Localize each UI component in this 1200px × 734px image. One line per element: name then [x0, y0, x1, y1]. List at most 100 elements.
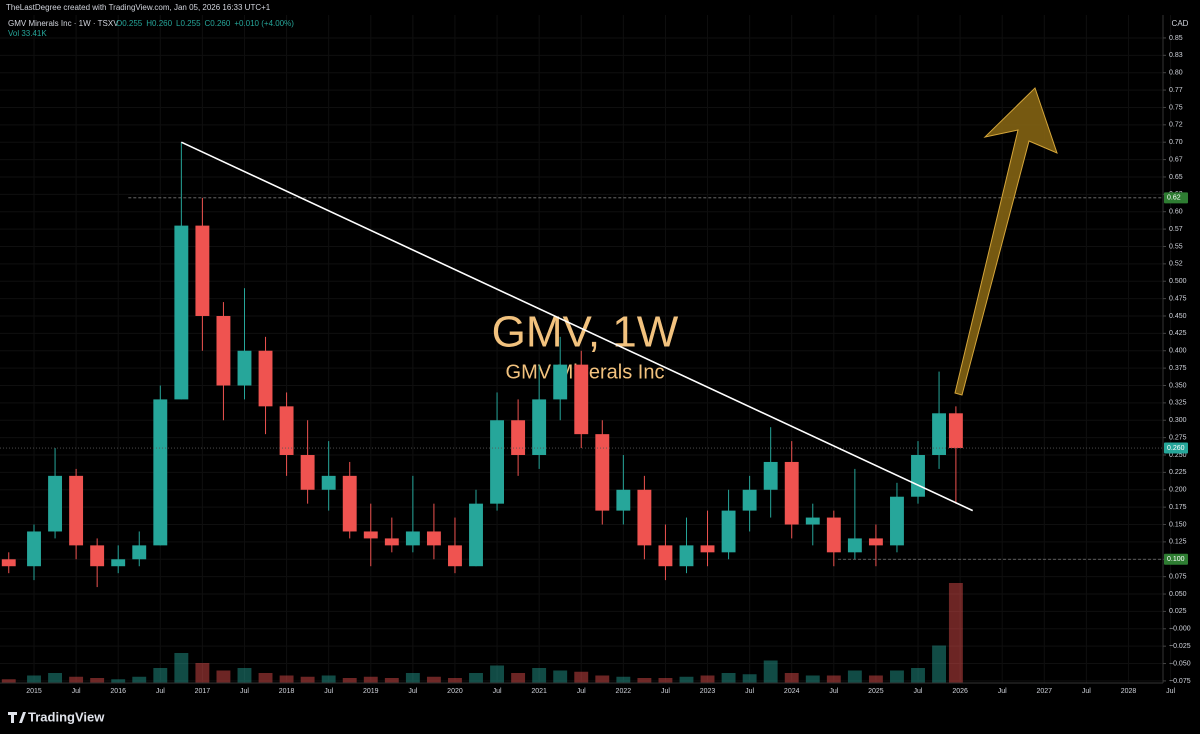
x-tick-label: 2025: [868, 688, 884, 695]
x-tick-label: Jul: [240, 688, 249, 695]
ohlc-value: C0.260: [205, 19, 231, 28]
arrow-annotation: [954, 87, 1058, 396]
volume-bar: [932, 645, 947, 683]
candle-body: [595, 434, 610, 511]
x-tick-label: Jul: [324, 688, 333, 695]
symbol: GMV Minerals Inc · 1W · TSXV: [8, 19, 119, 28]
y-tick-label: −0.075: [1169, 678, 1191, 685]
volume-bar: [948, 583, 963, 683]
volume-bar: [616, 676, 631, 683]
x-tick-label: Jul: [661, 688, 670, 695]
volume-bar: [111, 679, 126, 683]
candle-body: [511, 420, 526, 456]
volume-bar: [27, 675, 41, 683]
x-tick-label: Jul: [1082, 688, 1091, 695]
x-tick-label: Jul: [1166, 688, 1175, 695]
footer-logo: TradingView: [8, 709, 105, 724]
logo-mark: [8, 712, 26, 723]
watermark-title: GMV, 1W: [492, 308, 679, 357]
axes: 0.85 0.83 0.80 0.77 0.75 0.72 0.70 0.67 0.65 0.62…: [26, 35, 1190, 695]
x-tick-label: 2026: [952, 688, 968, 695]
volume-bar: [300, 676, 315, 683]
y-tick-label: 0.72: [1169, 122, 1183, 129]
y-tick-label: 0.375: [1169, 365, 1187, 372]
volume-bar: [742, 674, 757, 683]
y-tick-label: 0.450: [1169, 313, 1187, 320]
candle-body: [700, 545, 715, 553]
candle-body: [553, 364, 568, 400]
candle-body: [763, 461, 778, 490]
candle-body: [153, 399, 168, 546]
x-tick-label: Jul: [493, 688, 502, 695]
x-tick-label: 2021: [531, 688, 547, 695]
candle-body: [342, 475, 357, 532]
currency: CAD: [1172, 19, 1189, 28]
volume-bar: [595, 675, 610, 683]
volume-bar: [174, 653, 189, 683]
candle-body: [363, 531, 378, 539]
y-tick-label: 0.225: [1169, 469, 1187, 476]
y-tick-label: 0.67: [1169, 156, 1183, 163]
x-tick-label: 2023: [700, 688, 716, 695]
y-tick-label: 0.025: [1169, 608, 1187, 615]
volume-bar: [868, 675, 883, 683]
volume-bar: [826, 675, 841, 683]
y-tick-label: 0.80: [1169, 70, 1183, 77]
x-tick-label: 2028: [1121, 688, 1137, 695]
candle-body: [826, 517, 841, 553]
y-tick-label: 0.52: [1169, 261, 1183, 268]
y-tick-label: 0.65: [1169, 174, 1183, 181]
candle-body: [216, 315, 231, 386]
candle-body: [890, 496, 904, 546]
volume-bar: [805, 675, 820, 683]
candle-body: [679, 545, 694, 567]
y-tick-label: 0.050: [1169, 591, 1187, 598]
volume-bar: [763, 660, 778, 683]
x-tick-label: Jul: [914, 688, 923, 695]
x-tick-label: 2017: [195, 688, 211, 695]
candle-body: [868, 538, 883, 546]
candle-body: [69, 475, 84, 546]
y-tick-label: 0.70: [1169, 139, 1183, 146]
price-label-box: [1164, 192, 1188, 204]
volume-bar: [363, 676, 378, 683]
candle-body: [174, 225, 189, 400]
candle-body: [448, 545, 462, 567]
y-tick-label: 0.175: [1169, 504, 1187, 511]
candle-body: [847, 538, 862, 553]
x-tick-label: 2022: [616, 688, 632, 695]
candle-body: [490, 420, 505, 504]
volume-bar: [784, 673, 799, 683]
volume-bar: [216, 670, 231, 683]
y-tick-label: 0.300: [1169, 417, 1187, 424]
y-tick-label: 0.425: [1169, 330, 1187, 337]
x-tick-label: 2019: [363, 688, 379, 695]
volume-bar: [532, 668, 547, 683]
volume-bar: [448, 678, 462, 683]
y-tick-label: 0.500: [1169, 278, 1187, 285]
candle-body: [132, 545, 147, 560]
candle-body: [426, 531, 441, 546]
y-tick-label: 0.85: [1169, 35, 1183, 42]
y-tick-label: −0.025: [1169, 643, 1191, 650]
volume-bar: [237, 668, 252, 683]
x-tick-label: Jul: [408, 688, 417, 695]
candle-body: [111, 559, 126, 567]
price-label-box: [1164, 553, 1188, 565]
candle-body: [195, 225, 210, 316]
volume-legend: Vol 33.41K: [8, 29, 47, 38]
x-tick-label: Jul: [998, 688, 1007, 695]
volume-bar: [700, 675, 715, 683]
trendline: [181, 141, 974, 512]
y-tick-label: 0.275: [1169, 434, 1187, 441]
candle-body: [637, 489, 652, 546]
y-tick-label: 0.075: [1169, 573, 1187, 580]
candle-body: [258, 350, 273, 407]
y-tick-label: 0.75: [1169, 104, 1183, 111]
price-label: 0.260: [1167, 445, 1185, 452]
candle-body: [300, 455, 315, 490]
candle-body: [90, 545, 105, 567]
volume-bar: [574, 671, 589, 683]
candle-body: [384, 538, 399, 546]
y-tick-label: 0.350: [1169, 382, 1187, 389]
